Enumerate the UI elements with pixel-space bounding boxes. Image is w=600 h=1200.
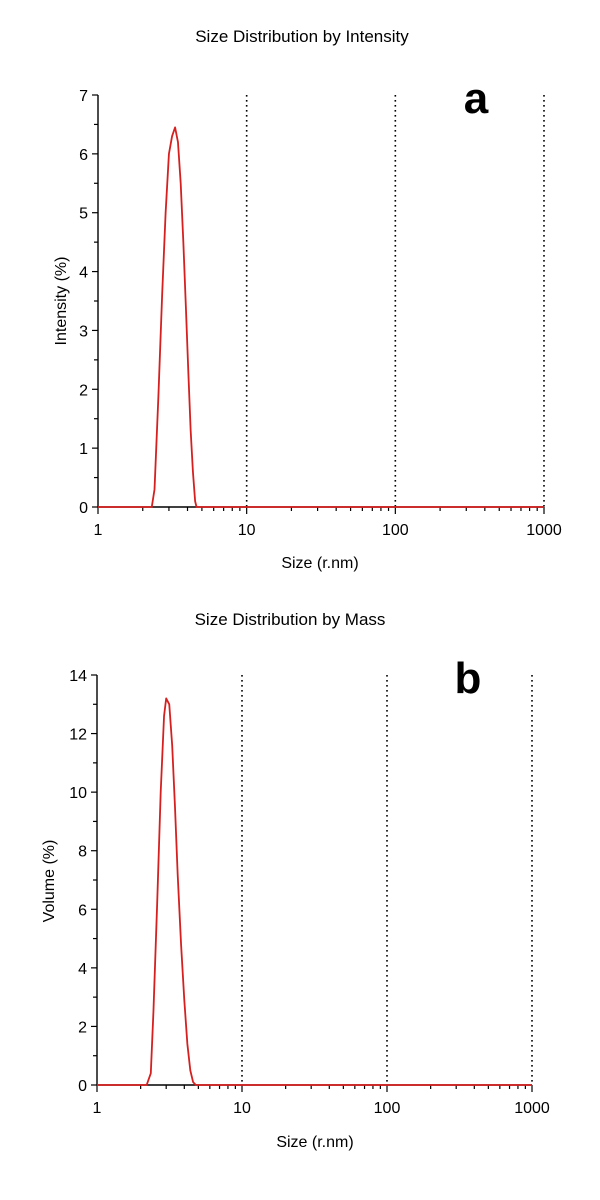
panel-a-y-tick-label-1: 1 bbox=[79, 441, 88, 458]
panel-b-y-tick-label-4: 4 bbox=[78, 961, 87, 978]
panel-b-y-tick-label-12: 12 bbox=[69, 727, 87, 744]
panel-a-y-axis-label: Intensity (%) bbox=[53, 257, 70, 346]
panel-b-series-line-0 bbox=[97, 697, 532, 1086]
panel-b-x-tick-label-1000: 1000 bbox=[514, 1100, 550, 1117]
panel-b-chart: Size Distribution by Mass b 0 2 4 6 8 10 12 14 1… bbox=[41, 610, 550, 1151]
panel-b-plot: 0 2 4 6 8 10 12 14 1 10 100 1000 bbox=[69, 668, 550, 1117]
panel-b-y-tick-label-8: 8 bbox=[78, 844, 87, 861]
panel-a-title: Size Distribution by Intensity bbox=[195, 27, 409, 46]
panel-a-y-tick-label-7: 7 bbox=[79, 88, 88, 105]
panel-b-x-axis-label: Size (r.nm) bbox=[276, 1134, 353, 1151]
panel-b-x-tick-label-1: 1 bbox=[93, 1100, 102, 1117]
panel-a-x-tick-label-10: 10 bbox=[238, 522, 256, 539]
panel-b-y-tick-label-14: 14 bbox=[69, 668, 87, 685]
panel-a-y-tick-label-2: 2 bbox=[79, 382, 88, 399]
panel-a-label: a bbox=[464, 74, 489, 123]
panel-a-x-tick-label-100: 100 bbox=[382, 522, 409, 539]
panel-a-y-tick-label-5: 5 bbox=[79, 206, 88, 223]
panel-a-series-line-0 bbox=[98, 126, 544, 508]
panel-b-y-tick-label-2: 2 bbox=[78, 1019, 87, 1036]
panel-a-x-tick-label-1000: 1000 bbox=[526, 522, 562, 539]
panel-b-y-tick-label-6: 6 bbox=[78, 902, 87, 919]
panel-a-y-tick-label-0: 0 bbox=[79, 500, 88, 517]
panel-b-x-tick-label-100: 100 bbox=[374, 1100, 401, 1117]
panel-a-y-tick-label-6: 6 bbox=[79, 147, 88, 164]
panel-a-y-tick-label-4: 4 bbox=[79, 265, 88, 282]
panel-b-y-tick-label-10: 10 bbox=[69, 785, 87, 802]
panel-a-chart: Size Distribution by Intensity a 0123456… bbox=[53, 27, 562, 572]
panel-b-y-tick-label-0: 0 bbox=[78, 1078, 87, 1095]
panel-b-y-axis-label: Volume (%) bbox=[41, 840, 58, 923]
panel-a-y-tick-label-3: 3 bbox=[79, 323, 88, 340]
panel-a-x-tick-label-1: 1 bbox=[94, 522, 103, 539]
panel-b-label: b bbox=[455, 654, 482, 703]
panel-a-x-axis-label: Size (r.nm) bbox=[281, 555, 358, 572]
panel-b-title: Size Distribution by Mass bbox=[195, 610, 386, 629]
panel-b-x-tick-label-10: 10 bbox=[233, 1100, 251, 1117]
